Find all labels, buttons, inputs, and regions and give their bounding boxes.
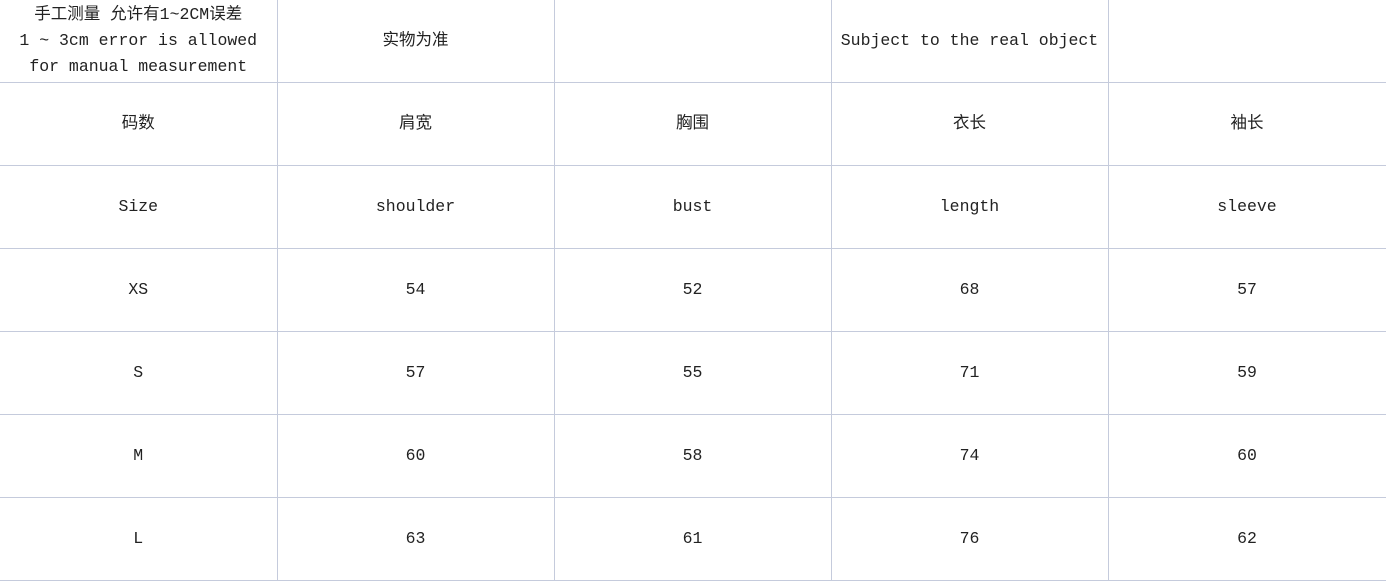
header-cell: bust bbox=[553, 165, 832, 249]
table-row: L 63 61 76 62 bbox=[0, 497, 1386, 581]
header-cell: sleeve bbox=[1107, 165, 1386, 249]
value-cell: 60 bbox=[1107, 414, 1386, 498]
size-cell: XS bbox=[0, 248, 278, 332]
value-cell: 61 bbox=[553, 497, 832, 581]
value-cell: 59 bbox=[1107, 331, 1386, 415]
table-row: M 60 58 74 60 bbox=[0, 414, 1386, 498]
value-cell: 57 bbox=[1107, 248, 1386, 332]
value-cell: 76 bbox=[830, 497, 1109, 581]
subject-note-cn: 实物为准 bbox=[276, 0, 555, 83]
notes-row: 手工测量 允许有1~2CM误差 1 ~ 3cm error is allowed… bbox=[0, 0, 1386, 83]
size-cell: L bbox=[0, 497, 278, 581]
value-cell: 54 bbox=[276, 248, 555, 332]
value-cell: 58 bbox=[553, 414, 832, 498]
header-cell: 袖长 bbox=[1107, 82, 1386, 166]
header-cell: 肩宽 bbox=[276, 82, 555, 166]
header-cell: 衣长 bbox=[830, 82, 1109, 166]
header-cell: 胸围 bbox=[553, 82, 832, 166]
value-cell: 74 bbox=[830, 414, 1109, 498]
value-cell: 60 bbox=[276, 414, 555, 498]
header-cell: Size bbox=[0, 165, 278, 249]
blank-cell bbox=[553, 0, 832, 83]
value-cell: 71 bbox=[830, 331, 1109, 415]
value-cell: 62 bbox=[1107, 497, 1386, 581]
header-row-cn: 码数 肩宽 胸围 衣长 袖长 bbox=[0, 82, 1386, 166]
value-cell: 52 bbox=[553, 248, 832, 332]
value-cell: 63 bbox=[276, 497, 555, 581]
header-cell: 码数 bbox=[0, 82, 278, 166]
value-cell: 57 bbox=[276, 331, 555, 415]
blank-cell bbox=[1107, 0, 1386, 83]
table-row: XS 54 52 68 57 bbox=[0, 248, 1386, 332]
value-cell: 55 bbox=[553, 331, 832, 415]
header-cell: shoulder bbox=[276, 165, 555, 249]
size-cell: M bbox=[0, 414, 278, 498]
measurement-note: 手工测量 允许有1~2CM误差 1 ~ 3cm error is allowed… bbox=[0, 0, 278, 83]
subject-note-en: Subject to the real object bbox=[830, 0, 1109, 83]
header-row-en: Size shoulder bust length sleeve bbox=[0, 165, 1386, 249]
size-cell: S bbox=[0, 331, 278, 415]
table-row: S 57 55 71 59 bbox=[0, 331, 1386, 415]
value-cell: 68 bbox=[830, 248, 1109, 332]
header-cell: length bbox=[830, 165, 1109, 249]
